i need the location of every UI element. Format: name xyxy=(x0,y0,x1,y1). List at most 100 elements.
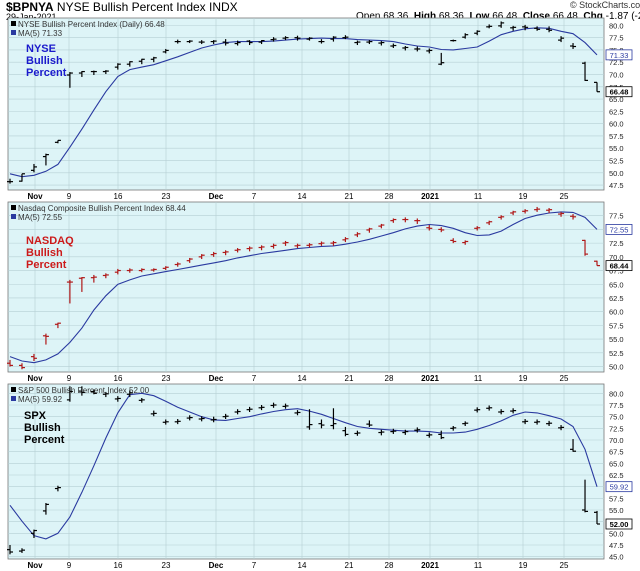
x-tick-label: 11 xyxy=(474,561,483,570)
ohlc-bar xyxy=(210,40,217,45)
y-tick-label: 77.5 xyxy=(609,401,624,410)
ohlc-bar xyxy=(270,37,277,42)
y-tick-label: 50.0 xyxy=(609,363,624,372)
plot-area xyxy=(7,17,605,191)
ohlc-bar xyxy=(378,41,385,46)
ohlc-bar xyxy=(18,548,25,553)
legend-swatch xyxy=(11,396,16,401)
x-tick-label: 9 xyxy=(67,192,72,201)
ohlc-bar xyxy=(114,396,121,402)
ohlc-bar xyxy=(78,277,85,292)
ohlc-bar xyxy=(522,24,529,31)
ohlc-bar xyxy=(186,257,193,263)
ohlc-bar xyxy=(342,35,349,40)
ohlc-bar xyxy=(7,545,13,555)
legend-swatch xyxy=(11,387,16,392)
ohlc-bar xyxy=(7,359,13,367)
ohlc-bar xyxy=(594,260,600,267)
y-tick-label: 70.0 xyxy=(609,253,624,262)
ohlc-bar xyxy=(570,43,577,49)
ohlc-bar xyxy=(186,415,193,421)
ohlc-bar xyxy=(522,209,529,214)
ohlc-bar xyxy=(414,427,421,433)
x-tick-label: 28 xyxy=(385,192,394,201)
x-tick-label: 19 xyxy=(519,374,528,383)
ohlc-bar xyxy=(306,37,313,41)
ohlc-bar xyxy=(342,237,349,243)
ohlc-bar xyxy=(414,218,421,224)
ohlc-bar xyxy=(510,210,517,216)
ohlc-bar xyxy=(210,251,217,257)
ohlc-bar xyxy=(354,232,361,238)
panel-label: Percent xyxy=(24,434,65,446)
ohlc-bar xyxy=(66,386,73,402)
ohlc-bar xyxy=(102,70,109,75)
ohlc-bar xyxy=(246,246,253,252)
panel-label: Bullish xyxy=(26,247,63,259)
y-tick-label: 57.5 xyxy=(609,321,624,330)
ohlc-bar xyxy=(582,239,589,256)
ohlc-bar xyxy=(582,61,589,82)
ohlc-bar xyxy=(30,163,37,173)
y-tick-label: 80.0 xyxy=(609,21,624,30)
y-tick-label: 55.0 xyxy=(609,144,624,153)
ohlc-bar xyxy=(522,419,529,425)
ohlc-bar xyxy=(126,390,133,398)
last-value-badge-text: 66.48 xyxy=(610,88,629,97)
ohlc-bar xyxy=(138,58,145,65)
legend-swatch xyxy=(11,21,16,26)
ohlc-bar xyxy=(486,220,493,226)
y-tick-label: 52.5 xyxy=(609,157,624,166)
ohlc-bar xyxy=(174,262,181,267)
ma-line xyxy=(9,211,598,364)
ohlc-bar xyxy=(366,40,373,45)
ohlc-bar xyxy=(438,52,445,66)
ohlc-bar xyxy=(594,510,600,525)
ohlc-bar xyxy=(330,36,337,42)
x-tick-label: 7 xyxy=(252,192,257,201)
ohlc-bar xyxy=(90,70,97,76)
ohlc-bar xyxy=(234,409,241,415)
legend-ma: MA(5) 72.55 xyxy=(18,213,63,222)
ohlc-bar xyxy=(138,398,145,403)
ohlc-bar xyxy=(318,39,325,44)
ohlc-bar xyxy=(474,226,481,231)
ohlc-bar xyxy=(426,48,433,54)
y-tick-label: 72.5 xyxy=(609,58,624,67)
ohlc-bar xyxy=(234,248,241,253)
x-tick-label: 14 xyxy=(298,192,307,201)
y-tick-label: 50.0 xyxy=(609,169,624,178)
legend-swatch xyxy=(11,214,16,219)
panel-label: NYSE xyxy=(26,43,56,55)
ohlc-bar xyxy=(306,243,313,248)
y-tick-label: 60.0 xyxy=(609,308,624,317)
ohlc-bar xyxy=(18,173,25,182)
ohlc-bar xyxy=(450,238,457,244)
ohlc-bar xyxy=(546,208,553,213)
ohlc-bar xyxy=(198,416,205,422)
x-tick-label: 11 xyxy=(474,192,483,201)
symbol: $BPNYA xyxy=(6,0,54,14)
ohlc-bar xyxy=(402,46,409,51)
x-tick-label: 28 xyxy=(385,374,394,383)
chart-date: 29-Jan-2021 xyxy=(6,12,57,22)
ohlc-bar xyxy=(498,21,505,28)
last-value-badge xyxy=(605,86,633,98)
ohlc-bar xyxy=(366,420,373,427)
ma-badge xyxy=(605,49,633,61)
ohlc-bar xyxy=(294,35,301,41)
panel-label: Bullish xyxy=(24,422,61,434)
panel-label: Percent xyxy=(26,259,67,271)
ohlc-bar xyxy=(210,416,217,423)
x-tick-label: 19 xyxy=(519,561,528,570)
low-label: Low xyxy=(469,11,490,22)
ohlc-bar xyxy=(462,421,469,426)
y-tick-label: 57.5 xyxy=(609,494,624,503)
ma-badge-text: 59.92 xyxy=(610,483,629,492)
y-tick-label: 60.0 xyxy=(609,120,624,129)
x-tick-label: 28 xyxy=(385,561,394,570)
close-label: Close xyxy=(522,11,551,22)
ohlc-bar xyxy=(486,24,493,29)
plot-area xyxy=(7,383,605,560)
ohlc-bar xyxy=(510,25,517,31)
